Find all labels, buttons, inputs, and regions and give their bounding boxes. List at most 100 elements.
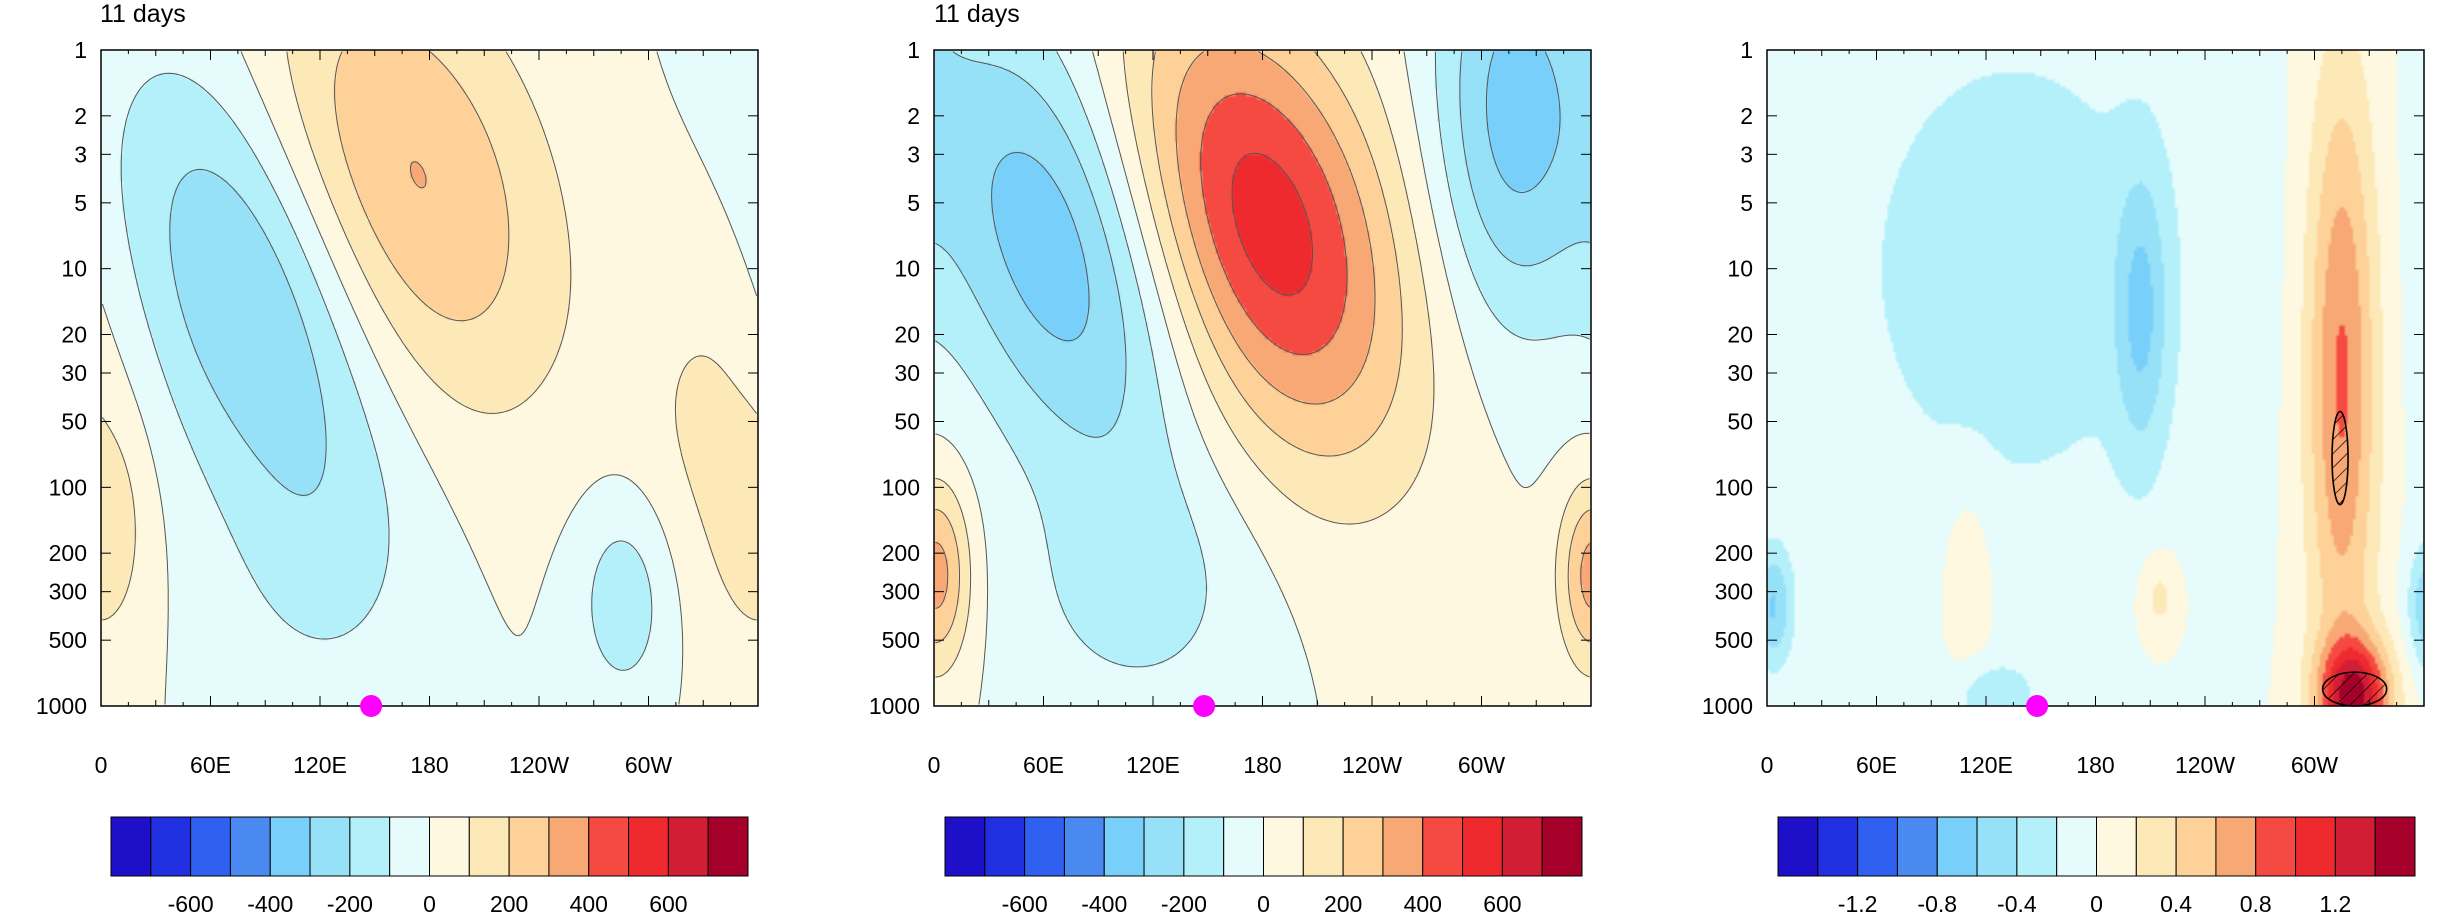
colorbar-swatch: [2334, 816, 2376, 877]
colorbar-swatch: [944, 816, 986, 877]
colorbar-label: 600: [649, 891, 687, 917]
colorbar-swatch: [269, 816, 311, 877]
y-tick-label: 100: [882, 474, 920, 500]
panel-left-colorbar: -600 -400 -200 0 200 400 600: [110, 816, 749, 917]
colorbar-swatch: [1777, 816, 1819, 877]
colorbar-swatch: [2056, 816, 2097, 877]
colorbar-swatch: [1382, 816, 1424, 877]
y-tick-label: 3: [74, 141, 87, 167]
panel-middle-field: [934, 50, 1591, 706]
y-tick-label: 30: [1727, 360, 1753, 386]
colorbar-label: 0: [2090, 891, 2103, 917]
y-tick-label: 300: [882, 579, 920, 605]
colorbar-swatch: [1063, 816, 1105, 877]
y-tick-label: 500: [49, 627, 87, 653]
colorbar-swatch: [1817, 816, 1859, 877]
x-tick-label: 60W: [2291, 752, 2339, 778]
y-tick-label: 100: [1715, 474, 1753, 500]
colorbar-swatch: [1896, 816, 1938, 877]
colorbar-swatch: [309, 816, 351, 877]
colorbar-swatch: [588, 816, 630, 877]
colorbar-swatch: [1342, 816, 1384, 877]
x-tick-label: 120W: [2175, 752, 2235, 778]
x-tick-label: 60E: [1023, 752, 1064, 778]
panel-right-colorbar: -1.2 -0.8 -0.4 0 0.4 0.8 1.2: [1777, 816, 2416, 917]
hatched-region: [2321, 671, 2388, 707]
y-tick-label: 300: [49, 579, 87, 605]
y-tick-label: 3: [1740, 141, 1753, 167]
panel-middle: 0 60E 120E 180 120W 60W 1 2 3 5 10 20 30 50 100 200 300 5…: [869, 0, 1592, 917]
x-tick-label: 0: [1761, 752, 1774, 778]
colorbar-swatch: [2295, 816, 2336, 877]
y-tick-label: 10: [1727, 256, 1753, 282]
colorbar-swatch: [1302, 816, 1344, 877]
y-tick-label: 1000: [869, 693, 920, 719]
colorbar-label: -200: [1161, 891, 1207, 917]
colorbar-label: -0.8: [1917, 891, 1957, 917]
colorbar-swatch: [468, 816, 510, 877]
y-tick-label: 10: [61, 256, 87, 282]
x-tick-label: 120E: [293, 752, 347, 778]
y-tick-label: 300: [1715, 579, 1753, 605]
y-tick-label: 3: [907, 141, 920, 167]
panel-left: 0 60E 120E 180 120W 60W 1 2 3 5 10 20 30 50 100 200 300 5…: [36, 0, 759, 917]
colorbar-swatch: [707, 816, 749, 877]
colorbar-swatch: [2016, 816, 2058, 877]
colorbar-label: -0.4: [1997, 891, 2037, 917]
panel-left-field: [101, 50, 758, 706]
colorbar-label: 400: [1404, 891, 1442, 917]
panel-middle-title: 11 days: [934, 0, 1020, 28]
y-tick-label: 1000: [1702, 693, 1753, 719]
x-tick-label: 120W: [509, 752, 569, 778]
x-tick-label: 120E: [1959, 752, 2013, 778]
colorbar-label: 600: [1483, 891, 1521, 917]
x-tick-label: 180: [1243, 752, 1281, 778]
contour-line: [991, 51, 1561, 342]
colorbar-swatch: [1976, 816, 2018, 877]
y-tick-label: 1000: [36, 693, 87, 719]
colorbar-label: 0: [1257, 891, 1270, 917]
y-tick-label: 5: [1740, 190, 1753, 216]
colorbar-label: 0: [423, 891, 436, 917]
panel-right-field: [1767, 50, 2424, 706]
x-tick-label: 60E: [1856, 752, 1897, 778]
colorbar-swatch: [2135, 816, 2177, 877]
colorbar-swatch: [1541, 816, 1583, 877]
y-tick-label: 5: [907, 190, 920, 216]
colorbar-label: 0.4: [2160, 891, 2192, 917]
colorbar-label: -400: [247, 891, 293, 917]
colorbar-swatch: [984, 816, 1026, 877]
colorbar-swatch: [2374, 816, 2416, 877]
colorbar-swatch: [190, 816, 231, 877]
colorbar-swatch: [628, 816, 669, 877]
colorbar-label: 400: [570, 891, 608, 917]
y-tick-label: 1: [1740, 37, 1753, 63]
colorbar-swatch: [667, 816, 709, 877]
marker-dot: [1193, 695, 1216, 717]
colorbar-label: 200: [1324, 891, 1362, 917]
y-tick-label: 20: [1727, 321, 1753, 347]
colorbar-label: -1.2: [1838, 891, 1878, 917]
colorbar-swatch: [150, 816, 192, 877]
y-tick-label: 200: [49, 540, 87, 566]
panel-middle-contours: [935, 51, 1590, 705]
y-tick-label: 2: [74, 103, 87, 129]
y-tick-label: 20: [61, 321, 87, 347]
colorbar-swatch: [508, 816, 550, 877]
y-tick-label: 20: [894, 321, 920, 347]
colorbar-label: -600: [168, 891, 214, 917]
y-tick-label: 1: [907, 37, 920, 63]
contour-line: [935, 51, 1590, 678]
colorbar-swatch: [2096, 816, 2137, 877]
colorbar-swatch: [1263, 816, 1304, 877]
y-tick-label: 30: [61, 360, 87, 386]
y-tick-label: 10: [894, 256, 920, 282]
colorbar-label: -400: [1081, 891, 1127, 917]
x-tick-label: 60W: [625, 752, 673, 778]
panel-middle-colorbar: -600 -400 -200 0 200 400 600: [944, 816, 1583, 917]
colorbar-swatch: [429, 816, 470, 877]
y-tick-label: 100: [49, 474, 87, 500]
marker-dot: [2026, 695, 2049, 717]
colorbar-label: 0.8: [2240, 891, 2272, 917]
y-tick-label: 200: [882, 540, 920, 566]
